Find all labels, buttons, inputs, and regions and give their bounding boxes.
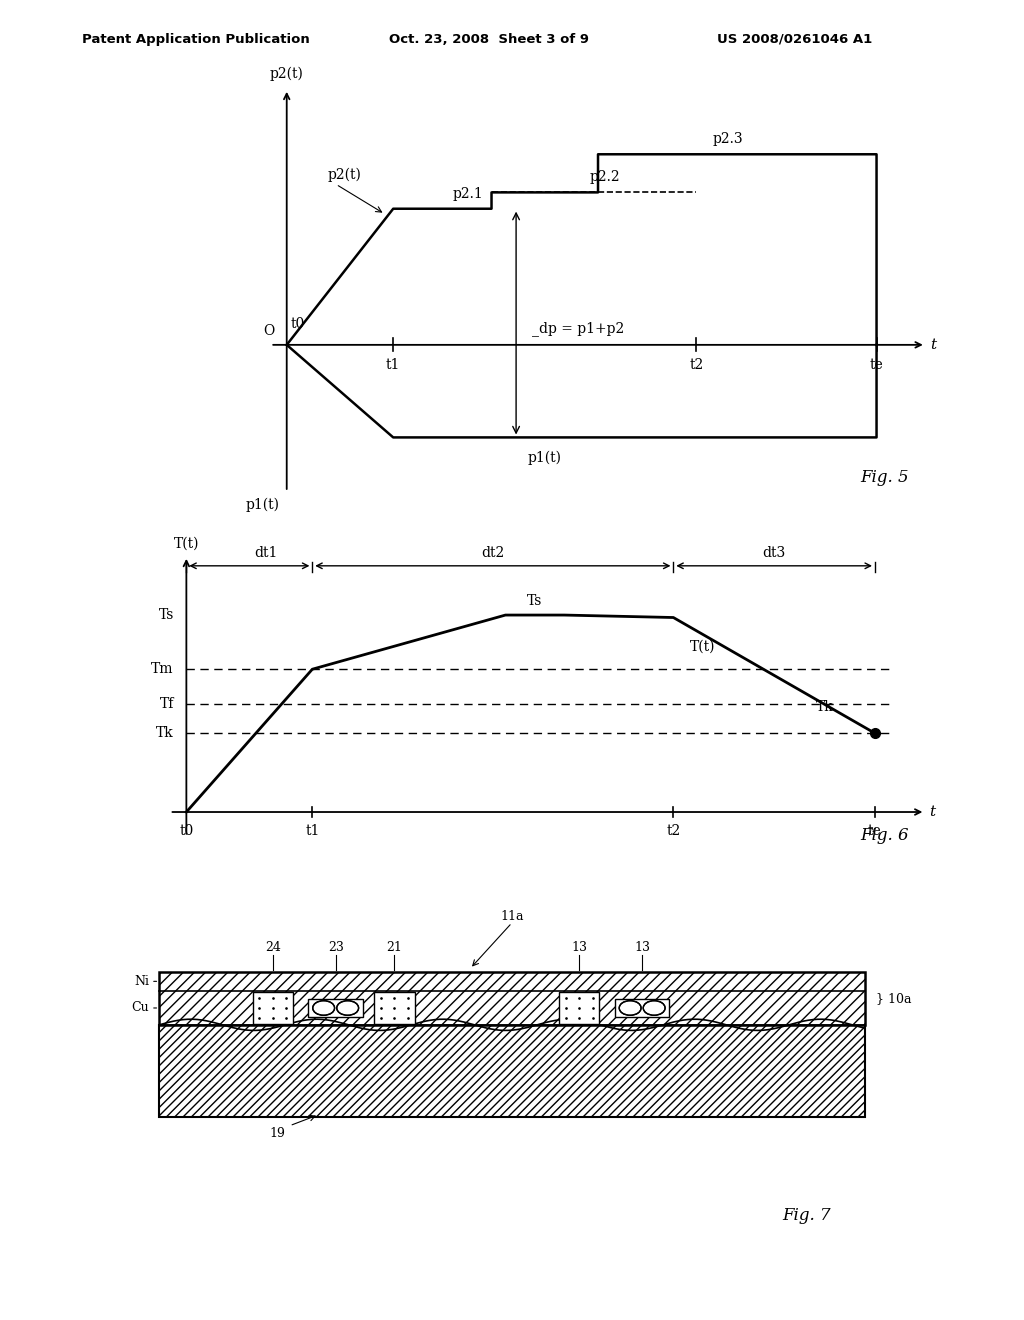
Text: Fig. 7: Fig. 7 (782, 1206, 831, 1224)
Text: } 10a: } 10a (876, 991, 911, 1005)
Bar (308, 999, 362, 1016)
Text: dt1: dt1 (254, 546, 278, 560)
Text: Tm: Tm (152, 663, 174, 676)
Text: 23: 23 (328, 941, 344, 953)
Text: t1: t1 (386, 359, 400, 372)
Text: p2(t): p2(t) (269, 66, 304, 81)
Text: p2.1: p2.1 (453, 186, 483, 201)
Bar (160, 991, 864, 1024)
Text: 19: 19 (269, 1127, 285, 1140)
Text: 21: 21 (386, 941, 402, 953)
Text: Ts: Ts (527, 594, 543, 607)
Text: Ts: Ts (159, 609, 174, 622)
Bar (160, 1024, 864, 1117)
Text: Tk: Tk (816, 700, 834, 714)
Text: T(t): T(t) (174, 537, 199, 550)
Text: T(t): T(t) (690, 640, 716, 653)
Text: t2: t2 (689, 359, 703, 372)
Text: O: O (263, 325, 274, 338)
Bar (160, 972, 864, 1024)
Text: 13: 13 (571, 941, 587, 953)
Text: t0: t0 (179, 824, 194, 838)
Text: Patent Application Publication: Patent Application Publication (82, 33, 309, 46)
Text: p2.2: p2.2 (590, 170, 621, 185)
Bar (160, 991, 864, 1024)
Text: Tk: Tk (156, 726, 174, 741)
Text: _dp = p1+p2: _dp = p1+p2 (532, 321, 625, 337)
Text: te: te (869, 359, 884, 372)
Text: te: te (868, 824, 882, 838)
Text: p2.3: p2.3 (713, 132, 743, 147)
Text: t0: t0 (291, 317, 305, 331)
Text: Fig. 6: Fig. 6 (860, 828, 908, 843)
Bar (614, 999, 670, 1016)
Text: 13: 13 (634, 941, 650, 953)
Bar (160, 1024, 864, 1117)
Text: 24: 24 (265, 941, 281, 953)
Bar (375, 993, 415, 1024)
Bar (160, 972, 864, 991)
Text: t1: t1 (305, 824, 319, 838)
Text: t: t (930, 805, 936, 818)
Text: dt2: dt2 (481, 546, 505, 560)
Text: Ni: Ni (134, 975, 150, 987)
Text: Tf: Tf (160, 697, 174, 710)
Text: p1(t): p1(t) (245, 498, 280, 512)
Text: Fig. 5: Fig. 5 (861, 470, 909, 487)
Text: p2(t): p2(t) (328, 168, 361, 181)
Text: p1(t): p1(t) (527, 451, 562, 466)
Text: t2: t2 (667, 824, 681, 838)
Text: t: t (930, 338, 936, 352)
Text: Cu: Cu (132, 1002, 150, 1015)
Text: US 2008/0261046 A1: US 2008/0261046 A1 (717, 33, 872, 46)
Text: dt3: dt3 (763, 546, 785, 560)
Text: 11a: 11a (501, 909, 523, 923)
Bar (559, 993, 599, 1024)
Bar (253, 993, 293, 1024)
Bar (160, 972, 864, 991)
Text: Oct. 23, 2008  Sheet 3 of 9: Oct. 23, 2008 Sheet 3 of 9 (389, 33, 589, 46)
